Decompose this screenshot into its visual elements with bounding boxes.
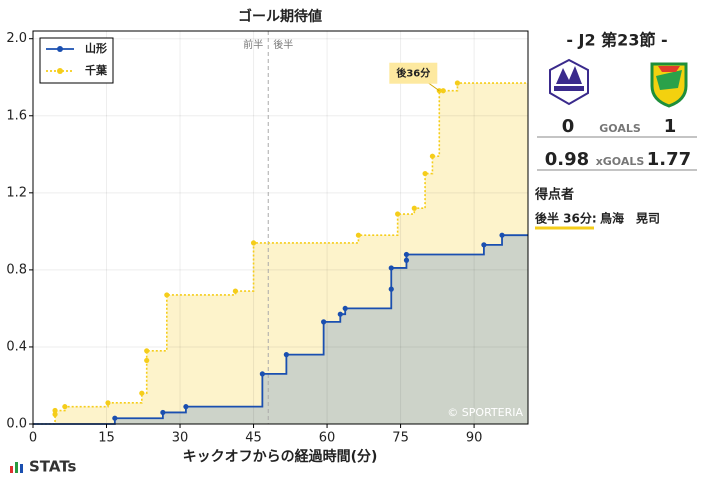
scorers-title: 得点者 <box>534 187 574 203</box>
marker <box>52 407 58 414</box>
marker <box>454 80 461 86</box>
marker <box>232 288 239 294</box>
plot-frame <box>32 30 529 425</box>
y-tick-label: 1.6 <box>6 108 27 123</box>
marker <box>355 232 362 238</box>
x-tick-label: 30 <box>172 431 189 446</box>
away-logo <box>650 62 688 108</box>
marker <box>337 311 343 317</box>
y-tick-label: 0.4 <box>6 339 27 354</box>
legend-label: 山形 <box>85 41 107 55</box>
x-tick-label: 45 <box>245 431 262 446</box>
legend-marker <box>57 46 63 52</box>
marker <box>52 411 58 417</box>
home-goals: 0 <box>562 116 575 137</box>
marker <box>164 292 170 298</box>
marker <box>259 371 265 377</box>
annotation-box <box>389 62 438 84</box>
x-axis-label: キックオフからの経過時間(分) <box>183 448 378 465</box>
marker <box>105 400 111 406</box>
marker <box>422 170 428 177</box>
half-label: 前半 <box>243 38 263 51</box>
marker <box>112 415 118 421</box>
marker <box>481 242 487 248</box>
y-tick-label: 0.0 <box>6 417 27 432</box>
watermark: © SPORTERIA <box>447 406 523 419</box>
match-title: - J2 第23節 - <box>566 31 667 50</box>
home-logo <box>549 58 589 106</box>
marker <box>499 232 505 238</box>
marker <box>139 390 145 396</box>
x-tick-label: 0 <box>29 431 37 446</box>
y-tick-label: 2.0 <box>6 31 27 46</box>
y-tick-label: 1.2 <box>6 185 27 200</box>
marker <box>250 240 257 246</box>
x-tick-label: 60 <box>319 431 336 446</box>
step-line <box>33 234 528 425</box>
marker <box>388 265 394 271</box>
legend-box <box>39 37 114 84</box>
marker <box>411 205 417 211</box>
marker <box>403 251 410 258</box>
xg-label: xGOALS <box>596 155 645 168</box>
brand-icon <box>10 462 23 473</box>
home-xg: 0.98 <box>545 149 589 170</box>
marker <box>388 286 394 292</box>
x-tick-label: 15 <box>98 431 115 446</box>
marker <box>62 404 68 410</box>
area <box>33 235 528 424</box>
goals-label: GOALS <box>599 122 641 135</box>
chart-title: ゴール期待値 <box>238 8 322 25</box>
marker <box>144 348 150 354</box>
half-label: 後半 <box>273 38 293 51</box>
marker <box>395 211 401 217</box>
marker <box>144 357 150 364</box>
marker <box>321 319 327 325</box>
legend-marker <box>57 68 63 74</box>
y-tick-label: 0.8 <box>6 262 27 277</box>
marker <box>429 153 436 159</box>
scorer-time: 後半 36分: <box>535 211 597 226</box>
marker <box>403 257 410 263</box>
away-goals: 1 <box>664 116 677 137</box>
marker <box>283 352 289 358</box>
marker <box>160 409 166 416</box>
legend-label: 千葉 <box>85 63 108 77</box>
marker <box>183 404 189 410</box>
scorer-name: 鳥海 晃司 <box>600 211 660 226</box>
brand: STATs <box>29 458 77 476</box>
annotation: 後36分 <box>396 67 430 80</box>
marker <box>440 88 446 94</box>
x-tick-label: 90 <box>466 431 483 446</box>
away-xg: 1.77 <box>647 149 691 170</box>
marker <box>342 305 348 312</box>
x-tick-label: 75 <box>392 431 409 446</box>
